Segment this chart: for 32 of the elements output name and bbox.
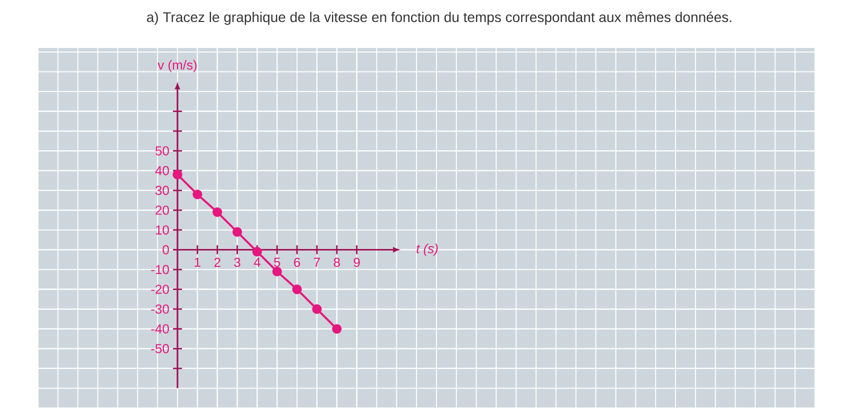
y-tick-label: 50 [155, 146, 169, 156]
y-tick-label: 10 [156, 225, 169, 235]
x-tick-label: 5 [274, 258, 280, 267]
y-tick-label: -40 [151, 324, 169, 334]
point [192, 190, 202, 200]
y-tick-label: 20 [156, 206, 169, 215]
x-tick-label: 1 [194, 258, 200, 267]
x-tick-label: 3 [234, 258, 240, 267]
x-tick-label: 2 [214, 258, 220, 267]
point [332, 324, 342, 334]
x-tick-label: 6 [294, 258, 300, 267]
point [312, 304, 322, 314]
point [172, 170, 182, 180]
y-axis-title: v (m/s) [158, 60, 197, 72]
y-tick-label: -20 [151, 284, 169, 294]
x-tick-label: 9 [354, 258, 360, 267]
y-tick-label: -10 [151, 264, 169, 274]
y-tick-label: 0 [162, 245, 169, 254]
x-axis-title: t (s) [416, 244, 438, 256]
point [252, 246, 262, 257]
y-tick-label: 30 [155, 186, 169, 196]
point [272, 266, 282, 276]
point [212, 207, 222, 217]
point [292, 284, 302, 294]
y-tick-label: 40 [155, 166, 169, 176]
x-tick-label: 8 [334, 258, 340, 267]
x-tick-label: 4 [254, 258, 260, 267]
y-tick-label: -50 [151, 344, 169, 354]
chart-title: a) Tracez le graphique de la vitesse en fonction du temps correspondant aux mêmes données. [146, 12, 732, 25]
x-tick-label: 7 [314, 258, 320, 267]
point [232, 227, 242, 237]
y-tick-label: -30 [151, 304, 169, 314]
